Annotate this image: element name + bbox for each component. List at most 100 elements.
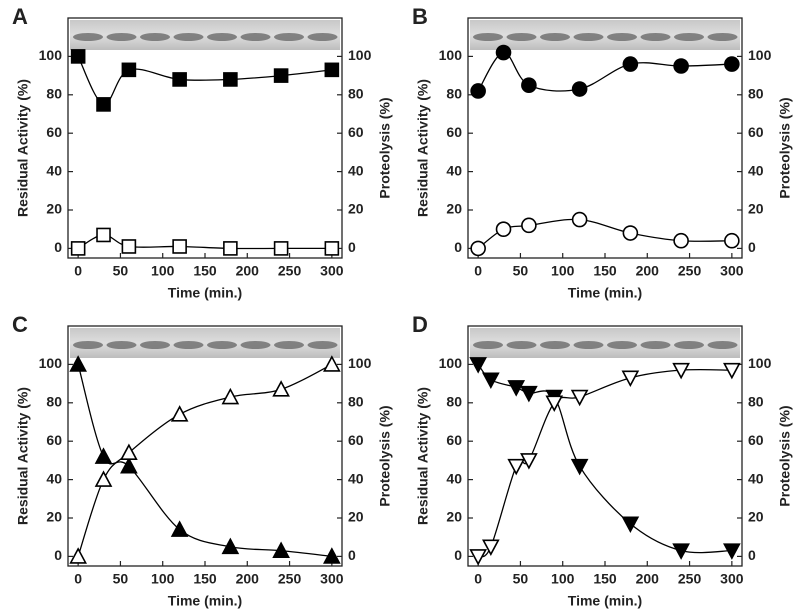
gel-band bbox=[707, 33, 738, 41]
y-tick-label: 80 bbox=[446, 394, 462, 410]
gel-band bbox=[506, 33, 537, 41]
y-axis-title: Residual Activity (%) bbox=[15, 387, 31, 525]
y2-tick-label: 20 bbox=[348, 201, 364, 217]
y-tick-label: 80 bbox=[446, 86, 462, 102]
gel-band bbox=[573, 341, 604, 349]
x-axis-title: Time (min.) bbox=[568, 593, 642, 609]
x-tick-label: 300 bbox=[720, 571, 744, 587]
plot-frame bbox=[467, 325, 743, 567]
panel: C0 50 100 150 200 250 300020406080100020406080… bbox=[12, 312, 393, 609]
x-tick-label: 250 bbox=[678, 571, 702, 587]
data-point bbox=[223, 241, 238, 256]
y2-tick-label: 100 bbox=[348, 47, 372, 63]
data-point bbox=[622, 56, 639, 72]
y-tick-label: 20 bbox=[446, 201, 462, 217]
gel-band bbox=[240, 33, 271, 41]
fit-curve bbox=[477, 51, 732, 92]
data-point bbox=[724, 232, 740, 249]
gel-band bbox=[540, 341, 570, 349]
data-point bbox=[96, 97, 111, 112]
x-tick-label: 300 bbox=[320, 571, 344, 587]
fit-curve bbox=[77, 56, 332, 106]
data-point bbox=[495, 221, 512, 237]
x-tick-label: 0 bbox=[74, 263, 82, 279]
data-point bbox=[69, 355, 87, 372]
data-point bbox=[621, 370, 640, 388]
gel-band bbox=[707, 341, 738, 349]
x-tick-label: 0 bbox=[474, 263, 482, 279]
data-point bbox=[120, 456, 138, 474]
data-point bbox=[470, 83, 486, 99]
data-point bbox=[672, 362, 690, 380]
y-tick-label: 100 bbox=[39, 355, 63, 371]
y2-tick-label: 0 bbox=[348, 239, 356, 255]
y-tick-label: 0 bbox=[54, 239, 62, 255]
y2-axis-title: Proteolysis (%) bbox=[377, 405, 393, 506]
y2-tick-label: 60 bbox=[748, 432, 764, 448]
data-point bbox=[172, 72, 187, 87]
data-point bbox=[70, 241, 86, 256]
gel-band bbox=[173, 341, 204, 349]
y-axis-title: Residual Activity (%) bbox=[415, 387, 431, 525]
gel-band bbox=[240, 341, 271, 349]
y-tick-label: 100 bbox=[39, 47, 63, 63]
data-point bbox=[323, 355, 341, 372]
gel-band bbox=[607, 33, 637, 41]
x-tick-label: 300 bbox=[720, 263, 744, 279]
y2-tick-label: 80 bbox=[348, 86, 364, 102]
data-point bbox=[570, 389, 589, 407]
gel-band bbox=[674, 341, 704, 349]
data-point bbox=[121, 239, 137, 254]
data-point bbox=[323, 547, 341, 564]
data-point bbox=[481, 539, 500, 556]
x-axis-title: Time (min.) bbox=[168, 593, 242, 609]
y2-tick-label: 40 bbox=[348, 162, 364, 178]
y-tick-label: 0 bbox=[454, 239, 462, 255]
x-tick-label: 50 bbox=[113, 263, 129, 279]
fit-curve bbox=[77, 364, 332, 558]
data-point bbox=[273, 68, 289, 83]
data-point bbox=[469, 357, 487, 374]
x-tick-label: 100 bbox=[151, 263, 175, 279]
gel-band bbox=[140, 33, 170, 41]
x-tick-label: 100 bbox=[551, 263, 575, 279]
y2-tick-label: 100 bbox=[748, 47, 772, 63]
gel-band bbox=[207, 341, 237, 349]
y-tick-label: 60 bbox=[446, 432, 462, 448]
y2-tick-label: 80 bbox=[748, 86, 764, 102]
panel: D0 50 100 150 200 250 300020406080100020406080… bbox=[412, 312, 793, 609]
data-point bbox=[170, 520, 189, 537]
y2-tick-label: 20 bbox=[748, 509, 764, 525]
x-tick-label: 150 bbox=[193, 263, 217, 279]
data-point bbox=[723, 362, 741, 380]
data-point bbox=[622, 225, 639, 241]
y2-tick-label: 0 bbox=[748, 239, 756, 255]
x-tick-label: 200 bbox=[236, 263, 260, 279]
plot-frame bbox=[67, 325, 343, 567]
panel-label: A bbox=[12, 4, 28, 29]
y-tick-label: 60 bbox=[446, 124, 462, 140]
y-tick-label: 80 bbox=[46, 394, 62, 410]
y2-tick-label: 20 bbox=[748, 201, 764, 217]
data-point bbox=[673, 58, 689, 74]
panel: A0 50 100 150 200 250 300020406080100020406080… bbox=[12, 4, 393, 301]
y2-tick-label: 0 bbox=[748, 547, 756, 563]
y-tick-label: 100 bbox=[439, 355, 463, 371]
y-tick-label: 40 bbox=[46, 162, 62, 178]
x-axis-title: Time (min.) bbox=[168, 285, 242, 301]
data-point bbox=[324, 241, 340, 256]
gel-band bbox=[73, 33, 103, 41]
x-tick-label: 200 bbox=[636, 571, 660, 587]
data-point bbox=[70, 49, 86, 64]
data-point bbox=[724, 56, 740, 72]
y-axis-title: Residual Activity (%) bbox=[415, 79, 431, 217]
y2-tick-label: 100 bbox=[348, 355, 372, 371]
x-tick-label: 50 bbox=[513, 263, 529, 279]
gel-band bbox=[73, 341, 103, 349]
y2-axis-title: Proteolysis (%) bbox=[777, 405, 793, 506]
gel-band bbox=[640, 341, 671, 349]
y2-tick-label: 0 bbox=[348, 547, 356, 563]
x-tick-label: 50 bbox=[113, 571, 129, 587]
y-tick-label: 0 bbox=[54, 547, 62, 563]
